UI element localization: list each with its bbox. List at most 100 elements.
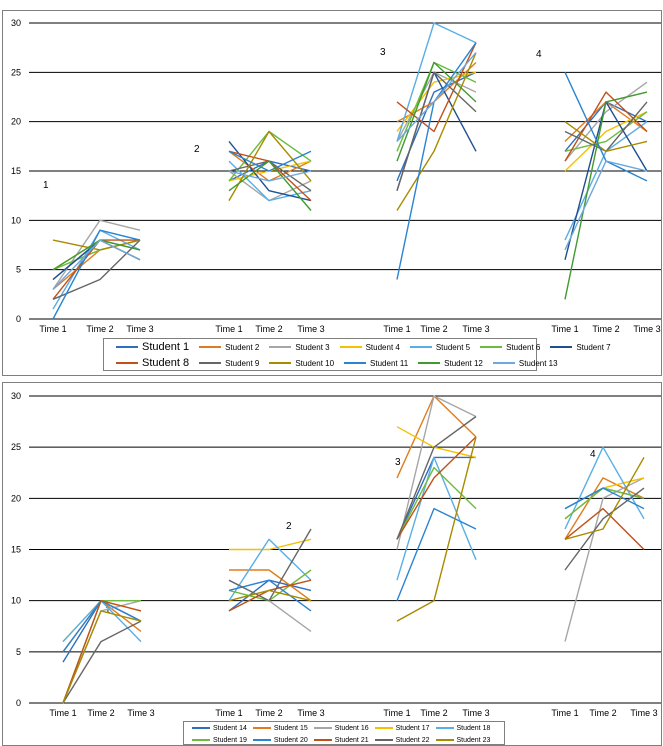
series-line-student-20 — [229, 580, 311, 611]
x-tick-label: Time 3 — [297, 324, 324, 334]
x-tick-label: Time 3 — [630, 708, 657, 718]
series-line-student-14 — [229, 580, 311, 611]
series-line-student-22 — [63, 621, 141, 703]
x-tick-label: Time 3 — [633, 324, 660, 334]
legend-item: Student 9 — [199, 359, 259, 368]
x-tick-label: Time 3 — [297, 708, 324, 718]
legend-label: Student 10 — [295, 359, 334, 368]
legend-swatch — [269, 362, 291, 364]
chart-1-legend: Student 1 Student 2 Student 3 Student 4 Stud… — [103, 338, 537, 371]
y-tick-label: 10 — [11, 596, 21, 606]
x-tick-label: Time 1 — [383, 708, 410, 718]
chart-panel-2: 0 5 10 15 20 25 30 Time 1 Time 2 Time 3 1 Time 1 Tim… — [2, 382, 662, 746]
legend-row: Student 14 Student 15 Student 16 Student 17… — [184, 722, 504, 734]
y-tick-label: 15 — [11, 166, 21, 176]
legend-label: Student 11 — [370, 359, 408, 368]
legend-row: Student 8 Student 9 Student 10 Student 11 St… — [104, 355, 536, 371]
x-tick-label: Time 1 — [215, 324, 242, 334]
legend-label: Student 2 — [225, 343, 259, 352]
x-tick-label: Time 1 — [49, 708, 76, 718]
x-tick-label: Time 2 — [420, 324, 447, 334]
legend-item: Student 14 — [192, 725, 247, 732]
legend-item: Student 13 — [493, 359, 558, 368]
legend-label: Student 23 — [457, 737, 491, 744]
y-tick-label: 20 — [11, 493, 21, 503]
group-label: 3 — [380, 47, 386, 58]
y-tick-label: 25 — [11, 442, 21, 452]
legend-item: Student 5 — [410, 343, 470, 352]
y-tick-label: 20 — [11, 117, 21, 127]
chart-2-plot: 0 5 10 15 20 25 30 Time 1 Time 2 Time 3 1 Time 1 Tim… — [3, 383, 661, 745]
legend-swatch — [314, 727, 332, 729]
series-line-student-14 — [63, 601, 141, 662]
legend-item: Student 4 — [340, 343, 400, 352]
legend-swatch — [314, 739, 332, 741]
series-line-student-7 — [565, 102, 647, 260]
legend-swatch — [192, 739, 210, 741]
group-label: 4 — [536, 49, 542, 60]
legend-label: Student 8 — [142, 357, 189, 369]
legend-label: Student 18 — [457, 725, 491, 732]
series-line-student-2 — [397, 63, 476, 122]
legend-item: Student 15 — [253, 725, 308, 732]
y-tick-label: 15 — [11, 545, 21, 555]
legend-label: Student 14 — [213, 725, 247, 732]
group-label: 1 — [43, 180, 49, 191]
legend-item: Student 16 — [314, 725, 369, 732]
series-line-student-19 — [229, 570, 311, 601]
chart-2-legend: Student 14 Student 15 Student 16 Student 17… — [183, 721, 505, 745]
y-tick-label: 0 — [16, 314, 21, 324]
legend-item: Student 22 — [375, 737, 430, 744]
group-label: 3 — [395, 457, 401, 468]
x-tick-label: Time 3 — [127, 708, 154, 718]
legend-item: Student 2 — [199, 343, 259, 352]
series-line-student-16 — [397, 396, 476, 550]
series-line-student-15 — [229, 570, 311, 601]
x-tick-label: Time 3 — [462, 324, 489, 334]
chart-panel-1: 0 5 10 15 20 25 30 Time 1 Time 2 Time 3 1 Time 1 Tim… — [2, 10, 662, 376]
legend-swatch — [375, 739, 393, 741]
x-tick-label: Time 3 — [126, 324, 153, 334]
x-tick-label: Time 2 — [255, 708, 282, 718]
x-tick-label: Time 2 — [592, 324, 619, 334]
y-tick-label: 0 — [16, 698, 21, 708]
x-tick-label: Time 1 — [383, 324, 410, 334]
series-line-student-23 — [63, 611, 141, 703]
legend-row: Student 1 Student 2 Student 3 Student 4 Stud… — [104, 339, 536, 355]
legend-label: Student 5 — [436, 343, 470, 352]
x-tick-label: Time 1 — [39, 324, 66, 334]
legend-item: Student 1 — [116, 341, 189, 353]
x-tick-label: Time 1 — [551, 708, 578, 718]
legend-row: Student 19 Student 20 Student 21 Student 22… — [184, 734, 504, 746]
series-line-student-15 — [397, 396, 476, 478]
legend-label: Student 1 — [142, 341, 189, 353]
x-tick-label: Time 1 — [551, 324, 578, 334]
legend-swatch — [253, 739, 271, 741]
y-tick-label: 10 — [11, 215, 21, 225]
legend-item: Student 8 — [116, 357, 189, 369]
legend-label: Student 3 — [295, 343, 329, 352]
x-tick-label: Time 2 — [87, 708, 114, 718]
y-tick-label: 5 — [16, 265, 21, 275]
legend-label: Student 7 — [576, 343, 610, 352]
series-line-student-21 — [565, 509, 644, 550]
legend-swatch — [199, 346, 221, 348]
legend-label: Student 12 — [444, 359, 483, 368]
legend-swatch — [550, 346, 572, 348]
x-tick-label: Time 2 — [420, 708, 447, 718]
x-tick-label: Time 2 — [255, 324, 282, 334]
y-tick-label: 30 — [11, 391, 21, 401]
legend-item: Student 10 — [269, 359, 334, 368]
legend-label: Student 16 — [335, 725, 369, 732]
legend-swatch — [344, 362, 366, 364]
legend-swatch — [410, 346, 432, 348]
legend-swatch — [340, 346, 362, 348]
x-tick-label: Time 1 — [215, 708, 242, 718]
legend-swatch — [116, 346, 138, 348]
legend-item: Student 19 — [192, 737, 247, 744]
legend-swatch — [436, 739, 454, 741]
legend-item: Student 3 — [269, 343, 329, 352]
legend-swatch — [192, 727, 210, 729]
legend-swatch — [418, 362, 440, 364]
legend-item: Student 23 — [436, 737, 491, 744]
